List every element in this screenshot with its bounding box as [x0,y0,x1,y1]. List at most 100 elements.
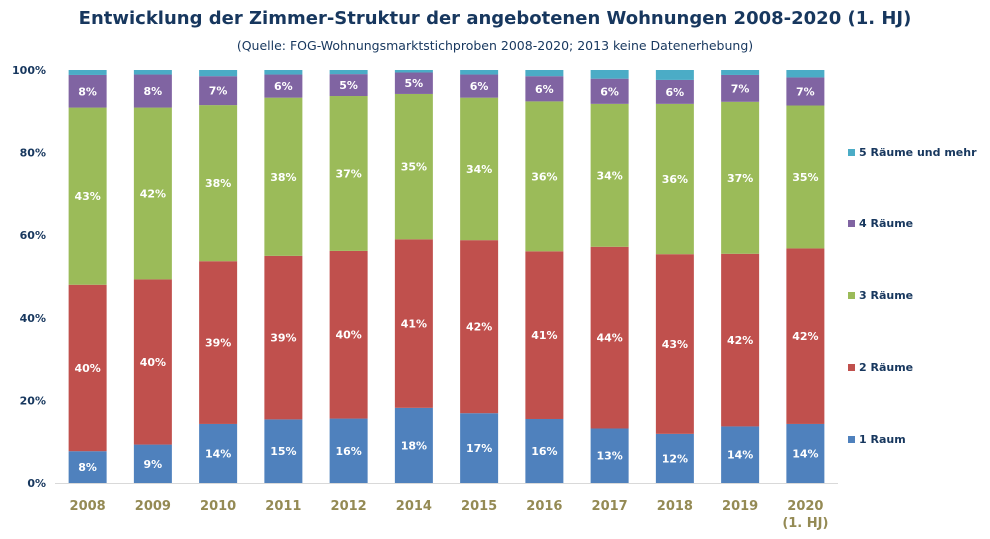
data-label: 17% [466,442,492,455]
bar-segment [264,419,303,483]
bar-segment [786,248,825,424]
data-label: 42% [466,321,492,334]
bar-segment [655,254,694,434]
data-label: 41% [531,329,557,342]
bar-segment [525,251,564,419]
data-label: 36% [662,173,688,186]
data-label: 36% [531,170,557,183]
data-label: 14% [792,447,818,460]
bar-segment [264,70,303,75]
data-label: 7% [731,82,750,95]
data-label: 6% [535,83,554,96]
bar-segment [655,433,694,483]
bar-segment [394,93,433,240]
bar-segment [133,279,172,445]
bar-segment [460,97,499,241]
x-tick-label: 2016 [526,499,562,514]
bar-segment [525,101,564,252]
data-label: 6% [274,80,293,93]
bar-segment [786,77,825,106]
bar-segment [133,74,172,108]
bar-segment [721,70,760,75]
y-tick-label: 40% [20,312,46,325]
data-label: 18% [401,439,427,452]
data-label: 8% [78,461,97,474]
legend-label: 2 Räume [859,361,913,374]
legend-swatch [848,364,855,371]
data-label: 44% [596,332,622,345]
bar-segment [525,76,564,102]
bar-segment [590,103,629,247]
data-label: 6% [666,86,685,99]
bar-segment [394,70,433,73]
data-label: 35% [401,161,427,174]
bar-segment [68,70,107,75]
bar-segment [329,96,368,251]
x-tick-label: 2012 [331,499,367,514]
chart-subtitle: (Quelle: FOG-Wohnungsmarktstichproben 20… [236,38,754,53]
legend-swatch [848,436,855,443]
bar-segment [460,240,499,414]
y-tick-label: 20% [20,394,46,407]
data-label: 14% [727,449,753,462]
bar-segment [394,239,433,408]
bar-segment [525,70,564,77]
data-label: 5% [405,77,424,90]
bar-segment [68,74,107,108]
x-tick-sublabel: (1. HJ) [782,516,828,531]
x-tick-label: 2008 [70,499,106,514]
data-label: 39% [270,332,296,345]
data-label: 42% [727,334,753,347]
bar-segment [590,428,629,483]
bar-segment [394,72,433,94]
x-tick-label: 2018 [657,499,693,514]
bar-segment [133,70,172,75]
x-tick-label: 2010 [200,499,236,514]
data-label: 7% [796,85,815,98]
y-tick-label: 60% [20,229,46,242]
bar-segment [655,79,694,104]
bar-segment [199,423,238,483]
bar-segment [786,423,825,483]
bar-segment [68,107,107,285]
bar-segment [133,107,172,280]
legend-label: 4 Räume [859,217,913,230]
data-label: 13% [596,450,622,463]
bar-segment [329,250,368,419]
bar-segment [721,101,760,254]
bar-segment [264,97,303,256]
bar-segment [590,70,629,79]
y-tick-label: 80% [20,147,46,160]
chart-title: Entwicklung der Zimmer-Struktur der ange… [78,8,912,29]
data-label: 8% [144,85,163,98]
x-tick-label: 2017 [592,499,628,514]
data-label: 5% [339,79,358,92]
legend-label: 5 Räume und mehr [859,146,977,159]
x-tick-label: 2020 [787,499,823,514]
data-label: 43% [74,190,100,203]
data-label: 9% [144,458,163,471]
bar-segment [655,70,694,80]
y-tick-label: 100% [12,64,46,77]
data-label: 16% [531,445,557,458]
bar-segment [68,284,107,452]
bar-segment [655,103,694,255]
legend-label: 3 Räume [859,289,913,302]
bar-segment [590,78,629,104]
data-label: 12% [662,452,688,465]
data-label: 38% [270,171,296,184]
bar-segment [460,74,499,98]
data-label: 6% [470,80,489,93]
data-label: 39% [205,337,231,350]
bar-segment [525,418,564,483]
data-label: 14% [205,447,231,460]
x-tick-label: 2015 [461,499,497,514]
data-label: 42% [792,330,818,343]
bar-segment [721,74,760,102]
bar-segment [721,426,760,483]
bar-segment [264,74,303,98]
bar-segment [329,418,368,483]
data-label: 41% [401,318,427,331]
bar-segment [721,253,760,427]
